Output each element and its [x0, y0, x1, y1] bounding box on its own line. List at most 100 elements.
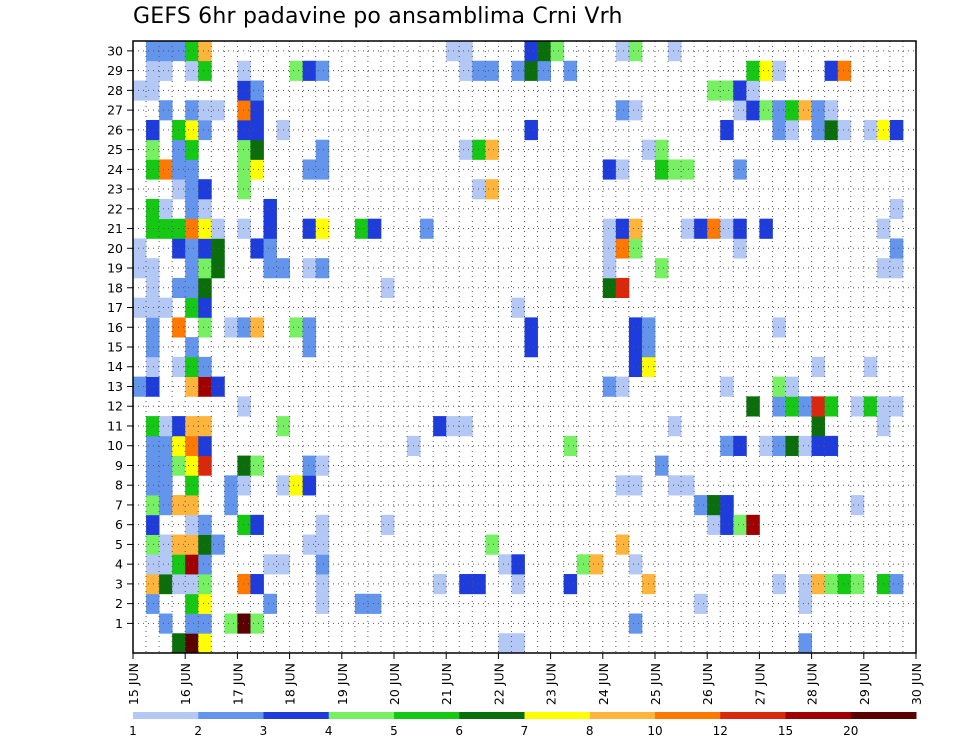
heatmap-cell	[185, 41, 199, 62]
colorbar-label: 7	[521, 724, 529, 738]
heatmap-cell	[185, 416, 199, 437]
heatmap-cell	[772, 119, 786, 141]
heatmap-cell	[224, 495, 238, 516]
heatmap-cell	[850, 495, 865, 516]
heatmap-cell	[198, 613, 212, 634]
heatmap-cell	[172, 633, 186, 654]
y-tick-label: 24	[107, 162, 123, 177]
heatmap-cell	[146, 475, 160, 496]
heatmap-cell	[302, 317, 317, 338]
heatmap-cell	[733, 218, 747, 239]
heatmap-cell	[759, 218, 773, 239]
data-cells	[133, 41, 904, 654]
heatmap-cell	[315, 514, 330, 535]
heatmap-cell	[733, 100, 747, 121]
heatmap-cell	[159, 100, 173, 121]
heatmap-cell	[146, 258, 160, 279]
heatmap-cell	[263, 554, 277, 575]
heatmap-cell	[837, 60, 852, 81]
heatmap-cell	[628, 238, 643, 259]
heatmap-cell	[824, 435, 839, 456]
heatmap-cell	[263, 258, 277, 279]
colorbar-swatch	[459, 712, 525, 719]
y-tick-label: 9	[115, 458, 123, 473]
heatmap-cell	[315, 455, 330, 476]
heatmap-cell	[655, 258, 669, 279]
heatmap-cell	[250, 80, 264, 101]
heatmap-cell	[263, 238, 277, 259]
heatmap-cell	[198, 416, 212, 437]
heatmap-cell	[198, 593, 212, 614]
heatmap-cell	[237, 455, 251, 476]
heatmap-cell	[159, 554, 173, 575]
heatmap-cell	[524, 60, 538, 81]
colorbar-legend: 1 2 3 4 5 6 7 8 10 12 15 20	[129, 712, 917, 738]
heatmap-cell	[772, 100, 786, 121]
y-tick-label: 27	[107, 103, 123, 118]
x-tick-label: 26 JUN	[700, 663, 715, 705]
heatmap-cell	[485, 534, 499, 555]
heatmap-cell	[237, 60, 251, 81]
heatmap-cell	[315, 534, 330, 555]
heatmap-cell	[198, 60, 212, 81]
heatmap-cell	[615, 218, 630, 239]
heatmap-cell	[146, 297, 160, 318]
y-tick-label: 13	[107, 379, 123, 394]
heatmap-cell	[198, 435, 212, 456]
y-tick-label: 20	[107, 241, 123, 256]
heatmap-cell	[498, 633, 512, 654]
heatmap-cell	[185, 60, 199, 81]
heatmap-cell	[250, 119, 264, 141]
heatmap-cell	[237, 159, 251, 180]
heatmap-cell	[289, 475, 304, 496]
heatmap-cell	[615, 277, 630, 299]
heatmap-cell	[798, 435, 812, 456]
heatmap-cell	[472, 574, 486, 595]
heatmap-cell	[315, 554, 330, 575]
heatmap-cell	[628, 100, 643, 121]
heatmap-cell	[185, 593, 199, 614]
heatmap-cell	[133, 258, 147, 279]
colorbar-label: 15	[778, 724, 793, 738]
heatmap-cell	[681, 475, 695, 496]
heatmap-cell	[185, 554, 199, 575]
heatmap-cell	[237, 574, 251, 595]
heatmap-cell	[459, 416, 473, 437]
heatmap-cell	[720, 495, 734, 516]
heatmap-cell	[537, 41, 551, 62]
heatmap-cell	[146, 198, 160, 220]
heatmap-cell	[237, 317, 251, 338]
heatmap-cell	[889, 198, 904, 220]
y-tick-label: 19	[107, 261, 123, 276]
heatmap-cell	[159, 534, 173, 555]
heatmap-cell	[263, 218, 277, 239]
heatmap-cell	[446, 416, 460, 437]
colorbar-label: 10	[647, 724, 662, 738]
heatmap-cell	[889, 258, 904, 279]
heatmap-cell	[759, 60, 773, 81]
x-tick-label: 24 JUN	[596, 663, 611, 705]
heatmap-cell	[198, 238, 212, 259]
heatmap-cell	[759, 435, 773, 456]
heatmap-cell	[420, 218, 434, 239]
heatmap-cell	[824, 396, 839, 417]
heatmap-cell	[198, 574, 212, 595]
x-tick-label: 17 JUN	[230, 663, 245, 705]
colorbar-swatch	[785, 712, 852, 719]
heatmap-cell	[772, 396, 786, 417]
heatmap-cell	[237, 80, 251, 101]
heatmap-cell	[237, 179, 251, 200]
heatmap-cell	[302, 337, 317, 358]
y-tick-label: 2	[115, 596, 123, 611]
y-tick-label: 30	[107, 43, 123, 58]
heatmap-cell	[485, 139, 499, 160]
colorbar-swatch	[589, 712, 656, 719]
heatmap-cell	[772, 317, 786, 338]
heatmap-cell	[159, 198, 173, 220]
heatmap-cell	[798, 633, 812, 654]
heatmap-cell	[250, 574, 264, 595]
heatmap-cell	[159, 455, 173, 476]
heatmap-cell	[524, 337, 538, 358]
heatmap-cell	[159, 41, 173, 62]
colorbar-label: 20	[843, 724, 858, 738]
